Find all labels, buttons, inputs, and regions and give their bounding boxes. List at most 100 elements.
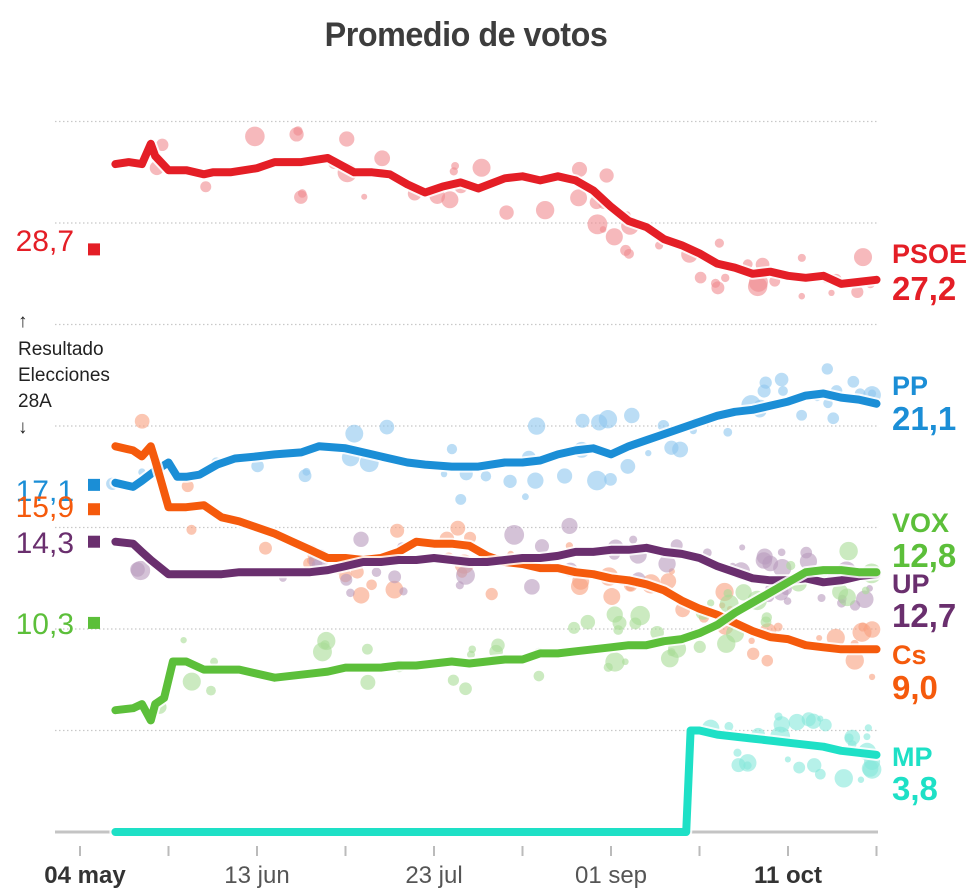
poll-dot-pp (821, 363, 833, 375)
poll-dot-up (399, 587, 408, 596)
poll-dot-vox (707, 599, 715, 607)
end-label-value-pp: 21,1 (892, 400, 956, 437)
poll-dot-vox (580, 614, 596, 630)
end-label-name-vox: VOX (892, 508, 949, 538)
poll-dot-vox (180, 636, 187, 644)
poll-dot-pp (645, 449, 652, 457)
poll-dot-cs (366, 579, 377, 591)
poll-dot-psoe (156, 138, 169, 151)
end-label-value-up: 12,7 (892, 597, 956, 634)
poll-dot-cs (259, 541, 272, 555)
poll-dot-pp (624, 407, 640, 424)
poll-dot-mp (774, 712, 783, 721)
end-label-value-vox: 12,8 (892, 537, 956, 574)
poll-dot-up (455, 581, 464, 590)
poll-dot-mp (739, 754, 757, 772)
x-tick-label: 11 oct (754, 862, 822, 889)
poll-dot-psoe (535, 200, 555, 220)
poll-dot-up (524, 579, 540, 595)
poll-dot-vox (612, 615, 627, 630)
poll-dot-vox (622, 658, 629, 666)
poll-dot-psoe (361, 193, 368, 200)
poll-dot-vox (761, 612, 773, 623)
poll-dot-cs (181, 480, 194, 493)
poll-dot-mp (724, 721, 734, 731)
poll-dot-up (762, 555, 779, 572)
poll-dot-up (658, 555, 676, 573)
poll-dot-psoe (293, 126, 303, 136)
x-axis: 04 may 13 jun 23 jul 01 sep 11 oct (44, 846, 878, 889)
poll-dot-pp (847, 375, 860, 388)
trend-lines (109, 137, 883, 838)
poll-dot-psoe (245, 126, 265, 147)
poll-dot-psoe (570, 189, 588, 207)
poll-dot-cs (186, 524, 197, 535)
end-label-name-pp: PP (892, 371, 928, 401)
poll-dot-up (346, 588, 355, 598)
trend-line-vox (111, 566, 881, 725)
poll-dot-pp (664, 440, 679, 455)
poll-dot-vox (861, 586, 870, 595)
poll-dot-vox (660, 649, 679, 668)
poll-dot-pp (587, 470, 607, 491)
poll-dot-psoe (297, 189, 307, 198)
poll-dot-psoe (587, 214, 608, 235)
result-marker-cs (88, 503, 100, 516)
poll-dot-psoe (499, 205, 514, 220)
poll-dot-psoe (694, 271, 707, 284)
poll-dot-up (561, 517, 578, 534)
poll-dot-up (534, 539, 550, 554)
result-marker-up (88, 535, 100, 548)
result-marker-vox (88, 616, 100, 629)
poll-dot-psoe (605, 228, 623, 246)
poll-dot-cs (134, 413, 150, 429)
poll-dot-vox (603, 662, 613, 672)
poll-dot-psoe (851, 285, 864, 299)
end-label-value-psoe: 27,2 (892, 270, 956, 307)
end-label-name-up: UP (892, 569, 930, 599)
poll-dot-up (855, 590, 874, 609)
poll-dot-mp (864, 724, 872, 732)
poll-dot-pp (774, 372, 789, 387)
poll-dot-vox (459, 682, 472, 696)
poll-dot-mp (733, 748, 742, 757)
poll-dot-psoe (441, 191, 459, 209)
poll-dot-vox (693, 640, 706, 654)
poll-dot-vox (361, 643, 373, 655)
poll-dot-pp (867, 389, 877, 398)
poll-dot-vox (533, 670, 545, 682)
poll-dot-up (777, 548, 786, 557)
poll-dot-psoe (339, 131, 355, 147)
poll-dot-pp (446, 443, 458, 455)
poll-dot-pp (345, 424, 364, 443)
poll-dot-psoe (200, 181, 212, 193)
poll-dot-up (783, 597, 792, 605)
poll-dot-up (504, 524, 525, 545)
poll-dot-psoe (710, 278, 721, 288)
poll-dot-vox (317, 631, 336, 651)
poll-dot-up (739, 544, 746, 551)
poll-dot-mp (834, 769, 853, 788)
poll-dot-pp (302, 467, 311, 476)
poll-dot-pp (521, 493, 529, 501)
poll-dot-up (130, 560, 151, 581)
poll-dot-up (340, 573, 353, 586)
poll-dot-mp (857, 776, 865, 783)
poll-dot-mp (784, 756, 791, 763)
poll-dot-psoe (828, 289, 835, 297)
x-tick-label: 01 sep (575, 862, 647, 889)
end-label-value-cs: 9,0 (892, 669, 938, 706)
poll-dot-vox (735, 584, 752, 601)
trend-line-halo-mp (109, 724, 883, 838)
x-tick-label: 23 jul (405, 862, 462, 889)
result-value-pp: 17,1 (16, 475, 74, 508)
result-marker-psoe (88, 243, 100, 256)
poll-dot-cs (747, 647, 760, 660)
result-value-cs: 15,9 (16, 491, 74, 524)
poll-dot-cs (816, 634, 823, 642)
poll-dot-mp (861, 760, 879, 777)
poll-dot-psoe (721, 273, 730, 283)
poll-dot-psoe (599, 168, 614, 183)
poll-dot-pp (778, 386, 788, 396)
reference-note-line: 28A (18, 391, 52, 412)
